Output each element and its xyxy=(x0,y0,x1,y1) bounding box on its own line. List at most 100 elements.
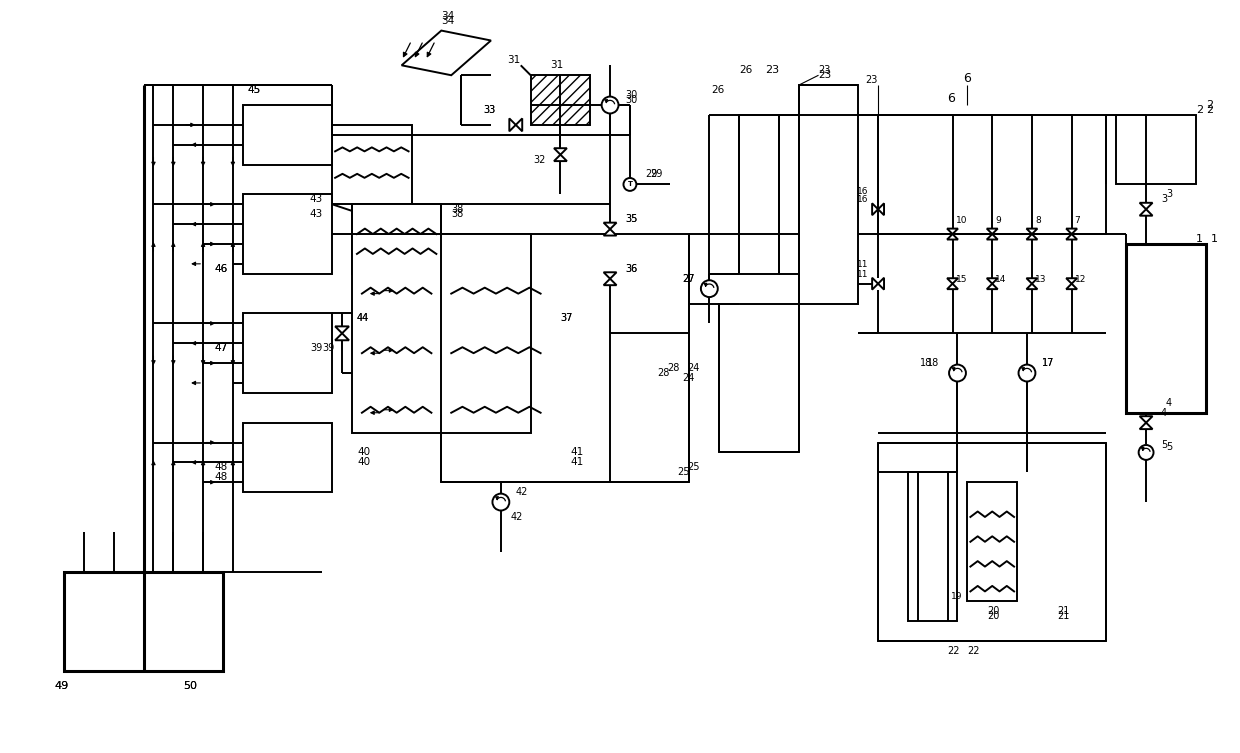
Text: 39: 39 xyxy=(310,343,322,353)
Circle shape xyxy=(601,96,619,114)
Bar xyxy=(967,482,1017,602)
Polygon shape xyxy=(1027,284,1038,289)
Text: 9: 9 xyxy=(996,216,1001,225)
Text: 37: 37 xyxy=(560,313,573,323)
Polygon shape xyxy=(1140,209,1152,215)
Text: 2: 2 xyxy=(1205,105,1213,115)
Text: 5: 5 xyxy=(1161,441,1167,450)
Polygon shape xyxy=(1066,234,1078,239)
Polygon shape xyxy=(335,326,348,334)
Polygon shape xyxy=(872,278,878,290)
Polygon shape xyxy=(604,229,616,236)
Text: 35: 35 xyxy=(625,214,637,224)
Circle shape xyxy=(1138,445,1153,460)
Text: 44: 44 xyxy=(357,313,370,323)
Text: 14: 14 xyxy=(996,275,1007,284)
Bar xyxy=(719,303,799,453)
Text: 23: 23 xyxy=(818,66,831,75)
Text: 40: 40 xyxy=(357,457,370,468)
Text: 36: 36 xyxy=(625,264,637,274)
Text: 28: 28 xyxy=(657,368,670,378)
Polygon shape xyxy=(947,278,959,284)
Bar xyxy=(1116,115,1195,184)
Text: 18: 18 xyxy=(928,358,940,368)
Polygon shape xyxy=(604,223,616,229)
Text: 4: 4 xyxy=(1166,398,1172,408)
Bar xyxy=(1126,244,1205,413)
Text: 43: 43 xyxy=(309,194,322,204)
Text: 39: 39 xyxy=(322,343,335,353)
Text: 13: 13 xyxy=(1035,275,1047,284)
Text: 2: 2 xyxy=(1205,100,1213,110)
Polygon shape xyxy=(1140,203,1152,209)
Text: 38: 38 xyxy=(451,204,464,214)
Text: 8: 8 xyxy=(1035,216,1040,225)
Text: T: T xyxy=(627,181,632,187)
Bar xyxy=(878,443,1106,641)
Text: 37: 37 xyxy=(560,313,573,323)
Text: 25: 25 xyxy=(687,462,699,472)
Text: 41: 41 xyxy=(570,457,584,468)
Bar xyxy=(64,572,223,671)
Text: 48: 48 xyxy=(215,472,228,482)
Circle shape xyxy=(701,280,718,297)
Text: 17: 17 xyxy=(1042,358,1054,368)
Text: 29: 29 xyxy=(650,169,662,179)
Text: 26: 26 xyxy=(739,66,753,75)
Text: 3: 3 xyxy=(1161,194,1167,204)
Text: 50: 50 xyxy=(184,681,197,691)
Text: 3: 3 xyxy=(1166,189,1172,200)
Polygon shape xyxy=(947,284,959,289)
Bar xyxy=(799,85,858,303)
Text: 20: 20 xyxy=(987,611,999,621)
Text: 46: 46 xyxy=(215,264,228,274)
Text: 16: 16 xyxy=(857,187,868,197)
Polygon shape xyxy=(987,284,998,289)
Text: 23: 23 xyxy=(818,70,832,81)
Text: 34: 34 xyxy=(441,16,455,26)
Bar xyxy=(531,75,590,125)
Text: 45: 45 xyxy=(248,85,260,95)
Text: 20: 20 xyxy=(987,606,999,616)
Text: 21: 21 xyxy=(1056,606,1069,616)
Polygon shape xyxy=(1066,229,1078,234)
Polygon shape xyxy=(872,203,878,215)
Circle shape xyxy=(624,178,636,191)
Text: 34: 34 xyxy=(441,11,455,20)
Text: 24: 24 xyxy=(687,363,699,373)
Text: 47: 47 xyxy=(215,343,228,353)
Text: 1: 1 xyxy=(1210,234,1218,244)
Bar xyxy=(332,125,412,204)
Polygon shape xyxy=(402,31,491,75)
Bar xyxy=(739,115,779,274)
Text: 18: 18 xyxy=(920,358,932,368)
Circle shape xyxy=(492,494,510,511)
Text: 29: 29 xyxy=(645,169,657,179)
Text: 40: 40 xyxy=(357,447,370,457)
Text: 36: 36 xyxy=(625,264,637,274)
Text: 15: 15 xyxy=(956,275,967,284)
Bar xyxy=(243,105,332,165)
Text: 46: 46 xyxy=(215,264,228,274)
Text: 33: 33 xyxy=(484,105,496,115)
Text: 49: 49 xyxy=(55,681,68,691)
Text: 50: 50 xyxy=(184,681,197,691)
Text: 31: 31 xyxy=(507,55,521,66)
Bar xyxy=(352,204,441,274)
Polygon shape xyxy=(554,148,567,154)
Polygon shape xyxy=(987,229,998,234)
Text: 42: 42 xyxy=(516,487,528,497)
Polygon shape xyxy=(604,273,616,279)
Polygon shape xyxy=(1027,278,1038,284)
Polygon shape xyxy=(878,278,884,290)
Text: 22: 22 xyxy=(947,646,960,656)
Text: 26: 26 xyxy=(711,85,724,95)
Text: 42: 42 xyxy=(511,512,523,522)
Bar xyxy=(243,313,332,393)
Text: 43: 43 xyxy=(309,209,322,219)
Polygon shape xyxy=(947,229,959,234)
Text: 27: 27 xyxy=(682,273,694,284)
Text: 22: 22 xyxy=(967,646,980,656)
Polygon shape xyxy=(1140,416,1152,422)
Text: 6: 6 xyxy=(947,92,956,105)
